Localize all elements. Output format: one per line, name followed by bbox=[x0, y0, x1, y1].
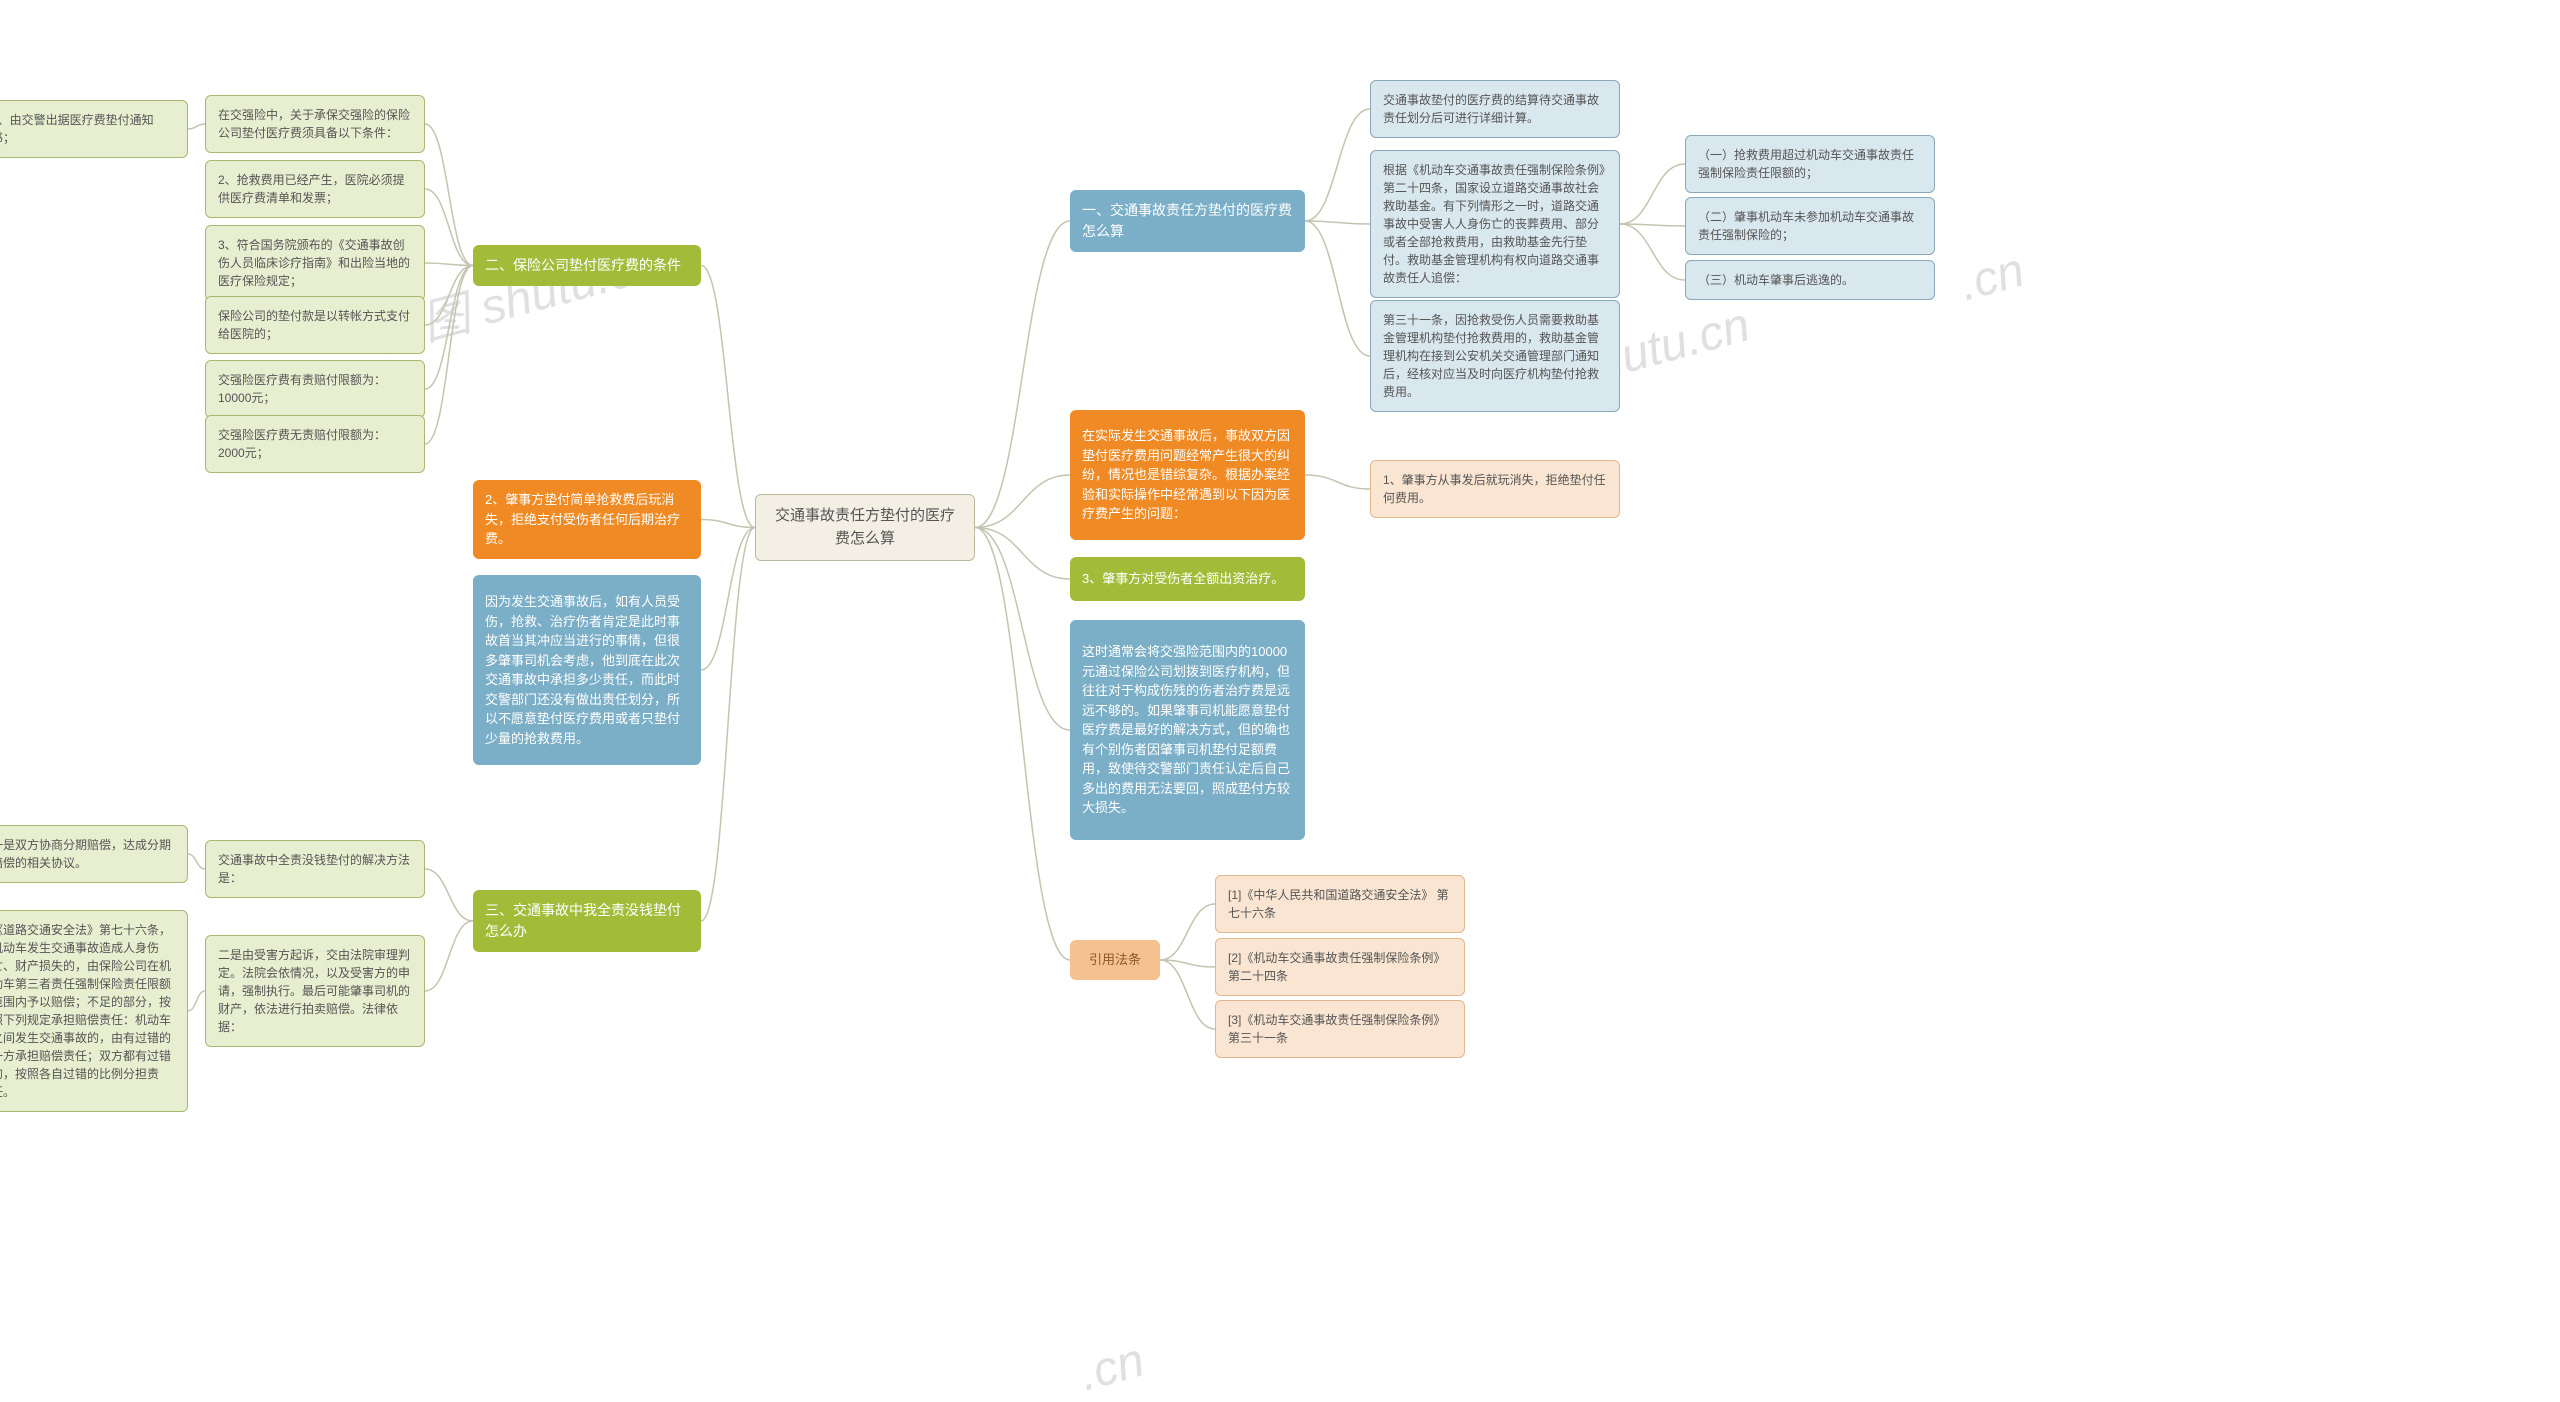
node-sec2b: 3、符合国务院颁布的《交通事故创伤人员临床诊疗指南》和出险当地的医疗保险规定； bbox=[205, 225, 425, 301]
node-left_blue: 因为发生交通事故后，如有人员受伤，抢救、治疗伤者肯定是此时事故首当其冲应当进行的… bbox=[473, 575, 701, 765]
node-legal2: [2]《机动车交通事故责任强制保险条例》 第二十四条 bbox=[1215, 938, 1465, 996]
node-sec2: 二、保险公司垫付医疗费的条件 bbox=[473, 245, 701, 286]
node-legal1: [1]《中华人民共和国道路交通安全法》 第七十六条 bbox=[1215, 875, 1465, 933]
node-sec3L_bot: 二是由受害方起诉，交由法院审理判定。法院会依情况，以及受害方的申请，强制执行。最… bbox=[205, 935, 425, 1047]
node-sec1b1: （一）抢救费用超过机动车交通事故责任强制保险责任限额的； bbox=[1685, 135, 1935, 193]
node-sec3L: 三、交通事故中我全责没钱垫付怎么办 bbox=[473, 890, 701, 952]
node-orange_block: 在实际发生交通事故后，事故双方因垫付医疗费用问题经常产生很大的纠纷，情况也是错综… bbox=[1070, 410, 1305, 540]
node-root: 交通事故责任方垫付的医疗费怎么算 bbox=[755, 494, 975, 561]
watermark-4: .cn bbox=[1074, 1333, 1150, 1402]
node-sec1b2: （二）肇事机动车未参加机动车交通事故责任强制保险的； bbox=[1685, 197, 1935, 255]
node-sec2d: 交强险医疗费有责赔付限额为：10000元； bbox=[205, 360, 425, 418]
node-sec2_top_left: 1、由交警出据医疗费垫付通知书； bbox=[0, 100, 188, 158]
node-left_orange: 2、肇事方垫付简单抢救费后玩消失，拒绝支付受伤者任何后期治疗费。 bbox=[473, 480, 701, 559]
node-orange_right: 1、肇事方从事发后就玩消失，拒绝垫付任何费用。 bbox=[1370, 460, 1620, 518]
node-sec3L_bot_left: 《道路交通安全法》第七十六条，机动车发生交通事故造成人身伤亡、财产损失的，由保险… bbox=[0, 910, 188, 1112]
node-sec2e: 交强险医疗费无责赔付限额为：2000元； bbox=[205, 415, 425, 473]
node-sec3L_top_left: 一是双方协商分期赔偿，达成分期赔偿的相关协议。 bbox=[0, 825, 188, 883]
node-sec3: 3、肇事方对受伤者全额出资治疗。 bbox=[1070, 557, 1305, 601]
node-sec3L_top: 交通事故中全责没钱垫付的解决方法是： bbox=[205, 840, 425, 898]
node-sec1b: 根据《机动车交通事故责任强制保险条例》第二十四条，国家设立道路交通事故社会救助基… bbox=[1370, 150, 1620, 298]
node-sec1b3: （三）机动车肇事后逃逸的。 bbox=[1685, 260, 1935, 300]
watermark-3: .cn bbox=[1954, 243, 2030, 313]
node-sec1: 一、交通事故责任方垫付的医疗费怎么算 bbox=[1070, 190, 1305, 252]
node-blue_long: 这时通常会将交强险范围内的10000元通过保险公司划拨到医疗机构，但往往对于构成… bbox=[1070, 620, 1305, 840]
node-sec2_top: 在交强险中，关于承保交强险的保险公司垫付医疗费须具备以下条件： bbox=[205, 95, 425, 153]
node-legal: 引用法条 bbox=[1070, 940, 1160, 980]
node-legal3: [3]《机动车交通事故责任强制保险条例》 第三十一条 bbox=[1215, 1000, 1465, 1058]
node-sec1c: 第三十一条，因抢救受伤人员需要救助基金管理机构垫付抢救费用的，救助基金管理机构在… bbox=[1370, 300, 1620, 412]
node-sec2a: 2、抢救费用已经产生，医院必须提供医疗费清单和发票； bbox=[205, 160, 425, 218]
node-sec1a: 交通事故垫付的医疗费的结算待交通事故责任划分后可进行详细计算。 bbox=[1370, 80, 1620, 138]
node-sec2c: 保险公司的垫付款是以转帐方式支付给医院的； bbox=[205, 296, 425, 354]
